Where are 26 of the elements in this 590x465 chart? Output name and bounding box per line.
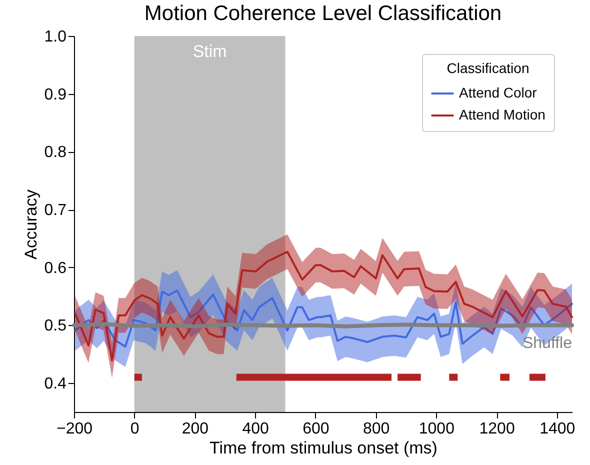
line-series: [74, 250, 573, 362]
chart-title: Motion Coherence Level Classification: [144, 2, 502, 25]
series-label: Shuffle: [522, 335, 572, 352]
line-series: [74, 290, 573, 348]
x-tick-label: −200: [56, 420, 93, 438]
y-tick-label: 0.6: [44, 260, 67, 277]
band-label: Stim: [192, 42, 227, 61]
x-tick-label: 0: [130, 420, 140, 438]
y-tick-label: 1.0: [44, 28, 67, 46]
x-tick-label: 400: [242, 420, 270, 438]
x-tick-label: 800: [362, 420, 390, 438]
y-axis-title: Accuracy: [21, 189, 40, 260]
y-tick-label: 0.5: [44, 318, 67, 335]
x-tick-label: 1200: [479, 420, 515, 438]
x-tick-label: 200: [182, 420, 209, 438]
x-tick-label: 600: [302, 420, 330, 438]
x-axis-title: Time from stimulus onset (ms): [210, 438, 438, 458]
y-tick-label: 0.4: [44, 376, 67, 393]
x-tick-label: 1400: [540, 420, 576, 438]
legend-title: Classification: [446, 60, 530, 76]
x-tick-label: 1000: [418, 420, 455, 438]
y-tick-label: 0.8: [44, 144, 67, 162]
legend-label: Attend Color: [459, 84, 538, 100]
legend-label: Attend Motion: [459, 106, 546, 122]
y-tick-label: 0.7: [44, 202, 67, 220]
y-tick-label: 0.9: [44, 86, 67, 104]
